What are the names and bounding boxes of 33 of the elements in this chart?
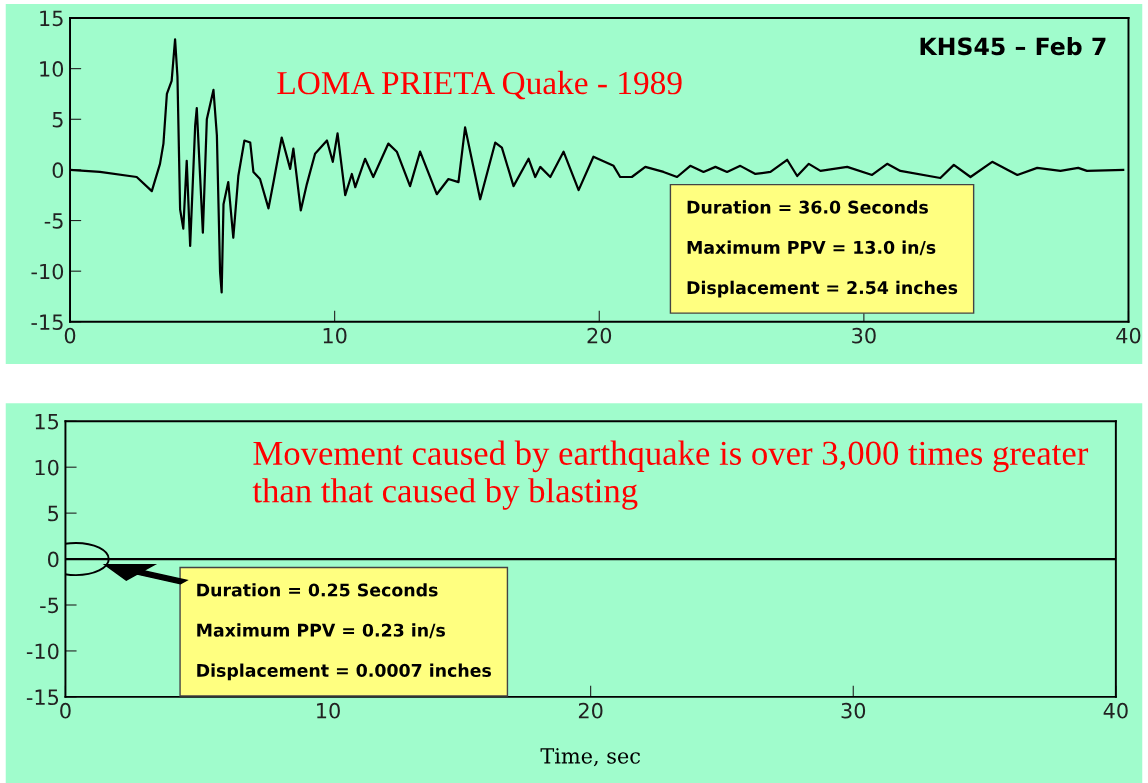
x-tick-label: 30 xyxy=(852,327,876,344)
x-axis-title: Time, sec xyxy=(540,748,640,767)
text: KHS45 – Feb 7 xyxy=(920,36,1106,56)
y-tick-label: -5 xyxy=(40,597,59,614)
y-tick-label: -15 xyxy=(26,689,59,706)
y-tick-label: 15 xyxy=(40,10,63,27)
y-tick-label: -10 xyxy=(31,263,64,280)
y-tick-label: 0 xyxy=(52,162,64,179)
y-tick-label: -15 xyxy=(31,314,63,331)
annotation: Displacement = 0.0007 inches xyxy=(197,663,491,681)
annotation: Maximum PPV = 0.23 in/s xyxy=(197,623,445,639)
x-tick-label: 30 xyxy=(841,702,866,719)
y-tick-label: 15 xyxy=(35,413,59,430)
x-tick-label: 20 xyxy=(587,327,612,344)
x-tick-label: 20 xyxy=(578,702,603,719)
y-tick-label: -10 xyxy=(26,643,59,660)
annotation: Duration = 36.0 Seconds xyxy=(687,200,928,214)
annotation: Movement caused by earthquake is over 3,000 times greater than that caused by blasting xyxy=(252,440,1089,510)
y-tick-label: 5 xyxy=(52,112,63,128)
x-tick-label: 40 xyxy=(1116,327,1141,344)
y-tick-label: 10 xyxy=(35,459,59,476)
y-tick-label: 5 xyxy=(48,505,59,522)
y-tick-label: 0 xyxy=(48,551,59,568)
x-tick-label: 10 xyxy=(323,327,347,344)
annotation: LOMA PRIETA Quake - 1989 xyxy=(277,70,682,100)
y-tick-label: 10 xyxy=(40,61,64,77)
x-tick-label: 10 xyxy=(317,702,340,719)
annotation: Displacement = 2.54 inches xyxy=(687,280,958,298)
x-tick-label: 40 xyxy=(1103,702,1128,719)
y-tick-label: -5 xyxy=(44,213,63,229)
annotation: Maximum PPV = 13.0 in/s xyxy=(687,240,936,256)
annotation: Duration = 0.25 Seconds xyxy=(197,583,438,597)
x-tick-label: 0 xyxy=(64,327,76,344)
